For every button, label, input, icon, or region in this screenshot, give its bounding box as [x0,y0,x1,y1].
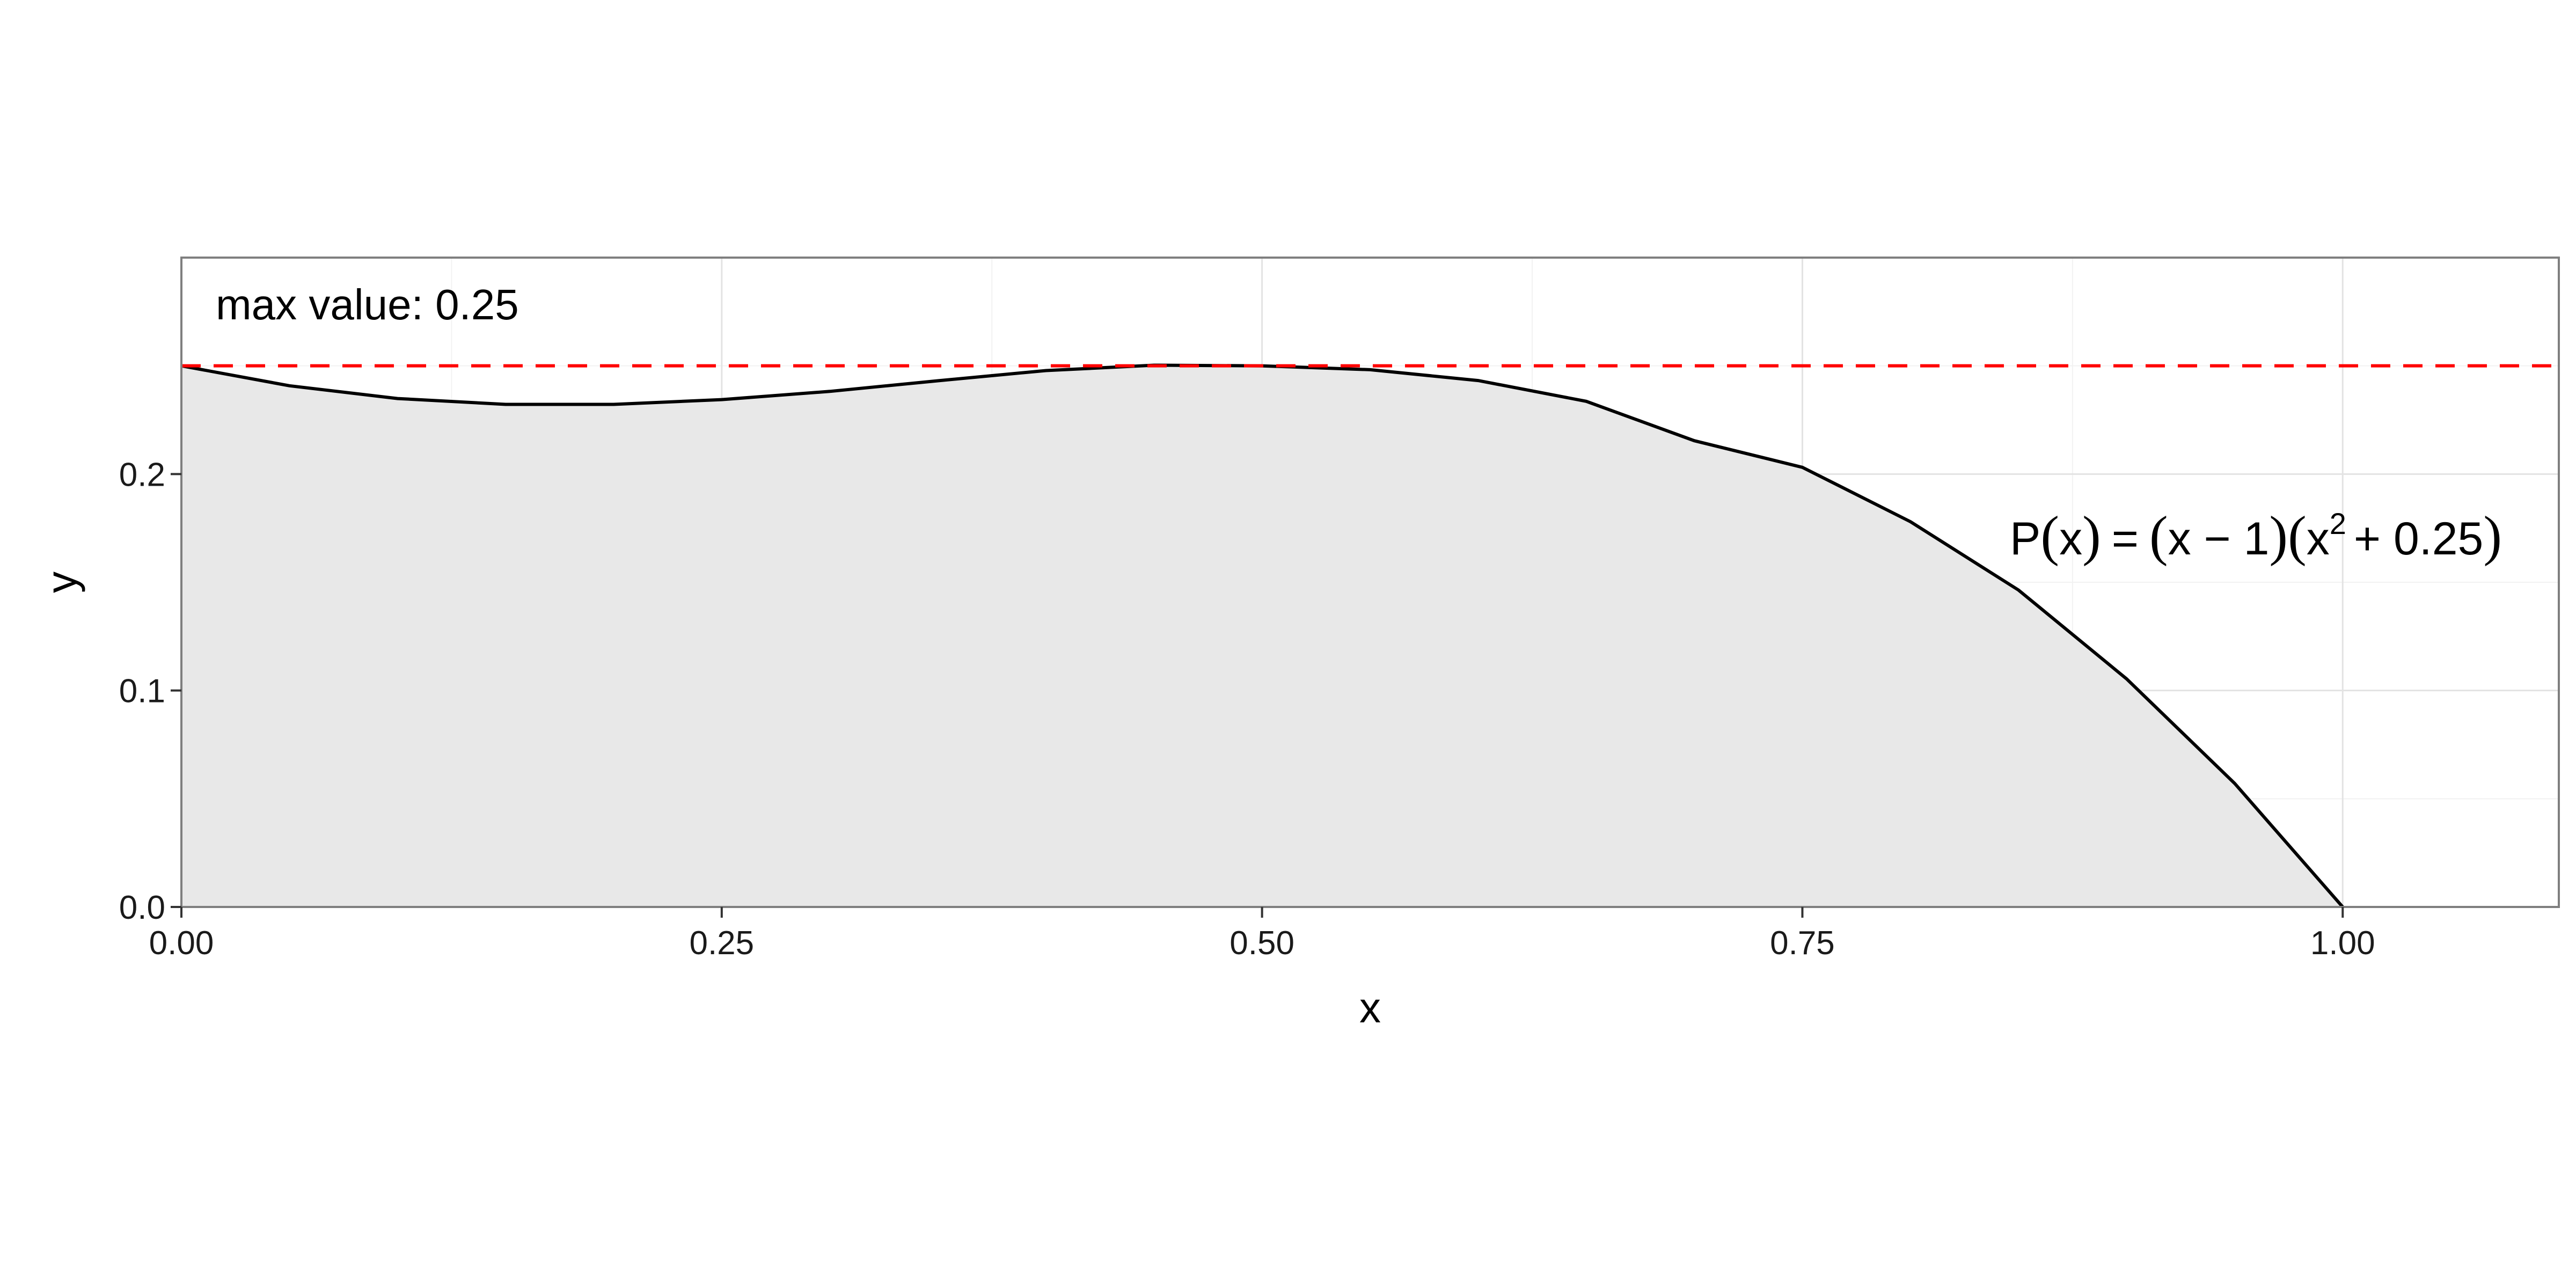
formula-paren: ( [2149,505,2168,567]
panel-border [180,257,2560,908]
x-tick-label: 0.75 [1770,925,1835,962]
formula-factor2-base: x [2307,513,2330,565]
formula-factor1: x − 1 [2168,513,2270,565]
x-tick-label: 0.50 [1230,925,1294,962]
formula-eq: = [2112,513,2139,565]
y-axis-title: y [38,572,85,593]
formula-paren: ) [2082,505,2101,567]
y-tick-label: 0.1 [119,673,165,710]
x-tick-label: 0.00 [149,925,214,962]
y-tick-label: 0.0 [119,889,165,926]
formula-exponent: 2 [2330,507,2346,540]
formula-annotation: P(x) = (x − 1)(x2 + 0.25) [2010,505,2502,567]
y-tick-label: 0.2 [119,456,165,493]
formula-lhs: P [2010,513,2040,565]
formula-arg: x [2059,513,2082,565]
formula-paren: ) [2483,505,2502,567]
y-axis: 0.0 0.1 0.2 [119,456,181,926]
formula-paren: ( [2040,505,2059,567]
formula-paren: ) [2269,505,2288,567]
x-axis: 0.00 0.25 0.50 0.75 1.00 [149,907,2375,962]
area-fill [181,365,2343,907]
x-tick-label: 0.25 [689,925,754,962]
formula-paren: ( [2288,505,2307,567]
formula-factor2-tail: + 0.25 [2354,513,2484,565]
max-value-annotation: max value: 0.25 [216,281,519,328]
x-tick-label: 1.00 [2310,925,2375,962]
x-axis-title: x [1359,984,1381,1031]
